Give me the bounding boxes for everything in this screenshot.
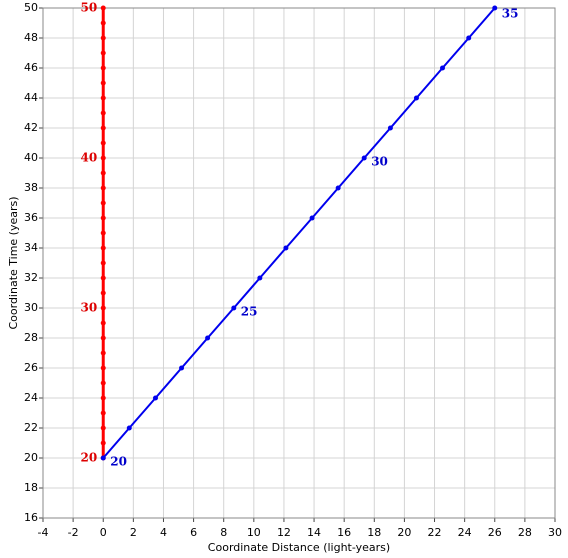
point [100,275,106,281]
point [361,155,367,161]
x-tick-label: 8 [220,526,227,539]
y-tick-label: 30 [24,301,38,314]
point [413,95,419,101]
point-label: 25 [241,305,258,319]
x-tick-label: -4 [38,526,49,539]
plot-area [42,7,556,519]
point [100,245,106,251]
y-tick-label: 16 [24,511,38,524]
point [100,230,106,236]
x-tick-label: 0 [100,526,107,539]
y-tick-label: 18 [24,481,38,494]
point [100,395,106,401]
point [440,65,446,71]
point [100,455,106,461]
x-tick-label: 12 [277,526,291,539]
y-tick-label: 28 [24,331,38,344]
point [100,125,106,131]
point [179,365,185,371]
plot-frame [42,7,556,519]
y-axis-label: Coordinate Time (years) [7,196,20,329]
point-label: 20 [81,451,98,465]
point-label: 35 [502,7,519,21]
series-line [102,7,496,459]
y-tick-label: 46 [24,61,38,74]
point [466,35,472,41]
x-tick-label: 28 [518,526,532,539]
y-tick-label: 24 [24,391,38,404]
point [100,65,106,71]
y-tick-label: 38 [24,181,38,194]
y-tick-label: 48 [24,31,38,44]
y-tick-label: 22 [24,421,38,434]
point [283,245,289,251]
point [100,320,106,326]
point [100,50,106,56]
x-tick-label: 20 [397,526,411,539]
point [152,395,158,401]
x-tick-label: 10 [247,526,261,539]
x-tick-label: 26 [488,526,502,539]
point [231,305,237,311]
point-label: 20 [110,455,127,469]
point [492,5,498,11]
point [100,380,106,386]
x-tick-label: 24 [458,526,472,539]
point [100,170,106,176]
point [100,260,106,266]
x-axis-label: Coordinate Distance (light-years) [208,541,390,554]
point [257,275,263,281]
point [126,425,132,431]
x-tick-label: 2 [130,526,137,539]
y-tick-label: 42 [24,121,38,134]
point [100,80,106,86]
point [100,110,106,116]
x-tick-label: 14 [307,526,321,539]
point [100,5,106,11]
point [100,200,106,206]
point [100,215,106,221]
point-label: 30 [81,301,98,315]
y-tick-label: 40 [24,151,38,164]
point [100,290,106,296]
point [100,425,106,431]
point-label: 50 [81,1,98,15]
point [100,440,106,446]
point [100,35,106,41]
x-tick-label: 22 [428,526,442,539]
point [335,185,341,191]
point [100,20,106,26]
x-tick-label: 30 [548,526,562,539]
point [100,335,106,341]
y-tick-label: 36 [24,211,38,224]
point-label: 30 [371,155,388,169]
point [100,365,106,371]
point [100,410,106,416]
point [100,305,106,311]
point [100,350,106,356]
x-tick-label: 18 [367,526,381,539]
y-tick-label: 44 [24,91,38,104]
point-label: 40 [81,151,98,165]
point [100,155,106,161]
point [100,185,106,191]
y-tick-label: 20 [24,451,38,464]
x-tick-label: 4 [160,526,167,539]
y-tick-label: 50 [24,1,38,14]
point [100,140,106,146]
point [387,125,393,131]
point [205,335,211,341]
y-tick-label: 34 [24,241,38,254]
y-tick-label: 32 [24,271,38,284]
point [309,215,315,221]
x-tick-label: 6 [190,526,197,539]
y-tick-label: 26 [24,361,38,374]
point [100,95,106,101]
x-tick-label: -2 [68,526,79,539]
x-tick-label: 16 [337,526,351,539]
